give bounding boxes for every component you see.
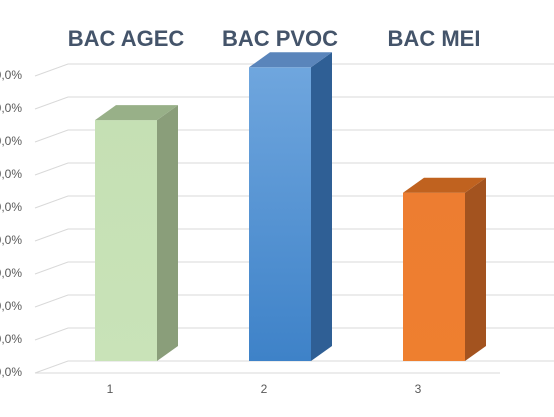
grid-line [34, 228, 554, 242]
bar-front [95, 120, 157, 361]
bar-front [403, 192, 465, 361]
grid-line [34, 294, 554, 308]
y-tick-label: 20,0% [0, 299, 22, 313]
grid-line [34, 360, 554, 374]
bar-top [403, 177, 486, 193]
bar-side [465, 177, 486, 361]
y-tick-label: 50,0% [0, 200, 22, 214]
y-tick-label: 60,0% [0, 167, 22, 181]
bar [403, 177, 486, 361]
grid-line [34, 261, 554, 275]
x-tick-label: 3 [415, 382, 422, 396]
y-tick-label: 70,0% [0, 134, 22, 148]
bar-heading: BAC MEI [388, 26, 481, 51]
grid-line [34, 162, 554, 176]
bar [95, 105, 178, 361]
y-tick-label: 0,0% [0, 365, 22, 379]
grid-line [34, 195, 554, 209]
y-tick-label: 80,0% [0, 101, 22, 115]
bar-front [249, 67, 311, 362]
y-tick-label: 10,0% [0, 332, 22, 346]
bar-heading: BAC AGEC [68, 26, 185, 51]
grid-line [34, 96, 554, 110]
bar [249, 52, 332, 362]
bar-top [249, 52, 332, 68]
grid-line [34, 129, 554, 143]
grid-line [34, 63, 554, 77]
x-tick-label: 2 [261, 382, 268, 396]
bar-side [311, 52, 332, 362]
y-tick-label: 30,0% [0, 266, 22, 280]
x-tick-label: 1 [107, 382, 114, 396]
y-tick-label: 90,0% [0, 68, 22, 82]
grid-line [34, 327, 554, 341]
y-tick-label: 40,0% [0, 233, 22, 247]
bar-side [157, 105, 178, 361]
bar-top [95, 105, 178, 121]
bar-heading: BAC PVOC [222, 26, 338, 51]
